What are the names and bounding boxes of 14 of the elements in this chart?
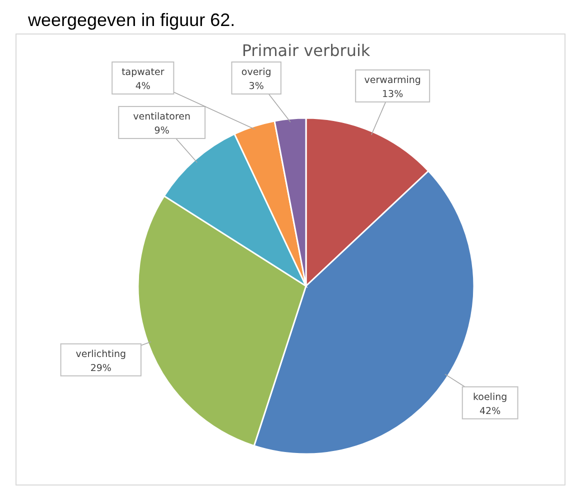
slice-label: ventilatoren [133, 111, 191, 122]
slice-label: overig [241, 67, 272, 78]
data-label: 29% [90, 362, 112, 374]
slice-label: tapwater [122, 67, 164, 78]
data-label: 4% [135, 81, 150, 92]
data-label: 9% [154, 125, 170, 136]
data-label: 42% [480, 406, 501, 417]
chart-title: Primair verbruik [242, 41, 371, 60]
slice-label: verwarming [364, 74, 421, 86]
text: weergegeven in figuur 62. [27, 10, 236, 30]
data-label: 3% [248, 81, 264, 92]
data-label: 13% [382, 88, 404, 100]
slice-label: koeling [472, 392, 508, 403]
slice-label: verlichting [76, 348, 126, 360]
